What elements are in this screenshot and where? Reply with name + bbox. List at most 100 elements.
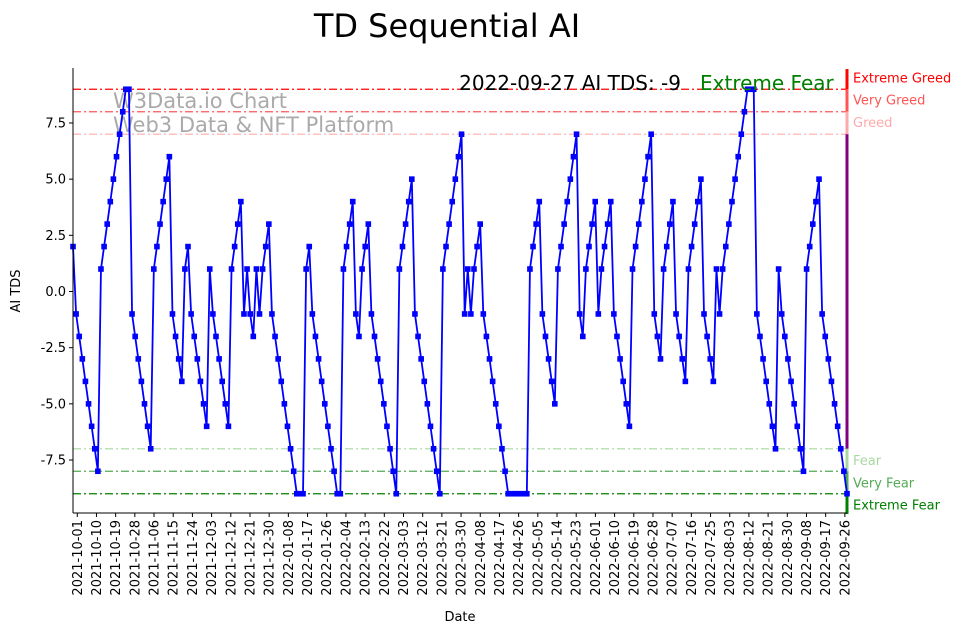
watermark-line2: Web3 Data & NFT Platform [113,113,394,137]
data-point-217 [744,86,751,93]
level-label-3: Fear [853,454,882,469]
data-point-232 [791,401,797,407]
y-tick-label-6: 7.5 [45,116,66,131]
data-point-159 [564,198,571,205]
data-point-246 [834,423,841,430]
data-point-161 [570,153,577,160]
annotation-value: 2022-09-27 AI TDS: -9 [459,71,681,95]
data-point-112 [418,356,424,362]
data-point-89 [346,221,353,227]
data-point-65 [272,333,278,340]
data-point-90 [349,198,356,205]
data-point-152 [542,333,549,340]
data-point-157 [558,243,564,250]
x-tick-label-0: 2021-10-01 [71,520,86,596]
data-point-214 [735,153,742,160]
data-point-44 [206,266,213,272]
data-point-18 [126,86,132,93]
data-point-134 [486,356,493,362]
data-point-83 [328,445,334,452]
data-point-177 [620,378,626,385]
data-point-206 [710,378,717,385]
data-point-45 [210,311,216,317]
data-point-48 [219,378,226,385]
data-point-25 [147,445,154,452]
data-point-167 [589,221,595,227]
data-point-31 [166,153,173,160]
data-point-137 [496,423,502,430]
data-point-57 [247,311,253,317]
data-point-171 [601,243,608,250]
data-point-237 [806,243,813,250]
data-point-208 [716,311,723,317]
data-point-41 [197,378,204,385]
x-tick-label-36: 2022-08-21 [762,520,777,596]
data-point-216 [741,108,748,115]
data-point-111 [415,333,421,340]
data-point-204 [704,333,710,340]
x-tick-label-30: 2022-06-28 [646,520,661,596]
data-point-47 [216,356,222,362]
zone-band-2 [845,111,849,135]
data-point-98 [374,356,381,362]
data-point-17 [123,86,129,93]
data-point-37 [185,243,191,250]
data-point-55 [241,311,247,317]
data-point-163 [576,311,583,317]
data-point-12 [107,198,114,205]
data-point-49 [222,401,229,407]
data-point-245 [831,401,838,407]
x-tick-label-34: 2022-08-03 [723,520,738,596]
data-point-101 [384,423,390,430]
data-point-100 [381,401,387,407]
data-point-133 [483,333,490,340]
data-point-235 [800,468,807,475]
data-point-219 [750,86,757,93]
data-point-128 [468,311,474,317]
data-point-124 [455,153,462,160]
data-point-203 [701,311,707,317]
x-tick-label-31: 2022-07-07 [666,520,681,596]
data-point-213 [732,176,738,182]
data-point-62 [262,243,269,250]
data-point-86 [337,490,344,497]
level-label-5: Extreme Fear [853,499,941,514]
data-point-158 [561,221,567,227]
data-point-93 [359,266,365,272]
data-point-1 [73,311,79,317]
data-point-94 [362,243,368,250]
data-point-174 [611,311,617,317]
x-tick-label-33: 2022-07-25 [704,520,719,596]
zone-band-4 [845,448,849,472]
data-point-201 [694,198,701,205]
x-tick-label-12: 2022-01-17 [301,520,316,596]
data-point-241 [819,311,825,317]
watermark-line1: W3Data.io Chart [113,89,287,113]
data-point-173 [607,198,614,205]
data-point-40 [194,356,201,362]
data-point-43 [203,423,210,430]
data-point-60 [256,311,263,317]
x-tick-label-8: 2021-12-12 [224,520,239,596]
data-point-207 [713,266,720,272]
data-point-136 [492,401,499,407]
data-point-212 [729,198,735,205]
data-point-114 [424,401,431,407]
data-point-6 [88,423,95,430]
data-point-200 [691,221,698,227]
x-tick-label-7: 2021-12-03 [205,520,220,596]
x-tick-label-4: 2021-11-06 [148,520,163,596]
data-point-180 [629,266,636,272]
x-tick-label-40: 2022-09-26 [838,520,853,596]
data-point-21 [135,356,142,362]
data-point-210 [722,243,729,250]
data-point-24 [144,423,151,430]
x-tick-label-18: 2022-03-12 [416,520,431,596]
data-point-238 [810,221,816,227]
data-point-169 [595,311,602,317]
data-point-222 [760,356,766,362]
data-point-168 [592,198,599,205]
x-tick-label-23: 2022-04-26 [512,520,527,596]
data-point-123 [452,176,459,182]
